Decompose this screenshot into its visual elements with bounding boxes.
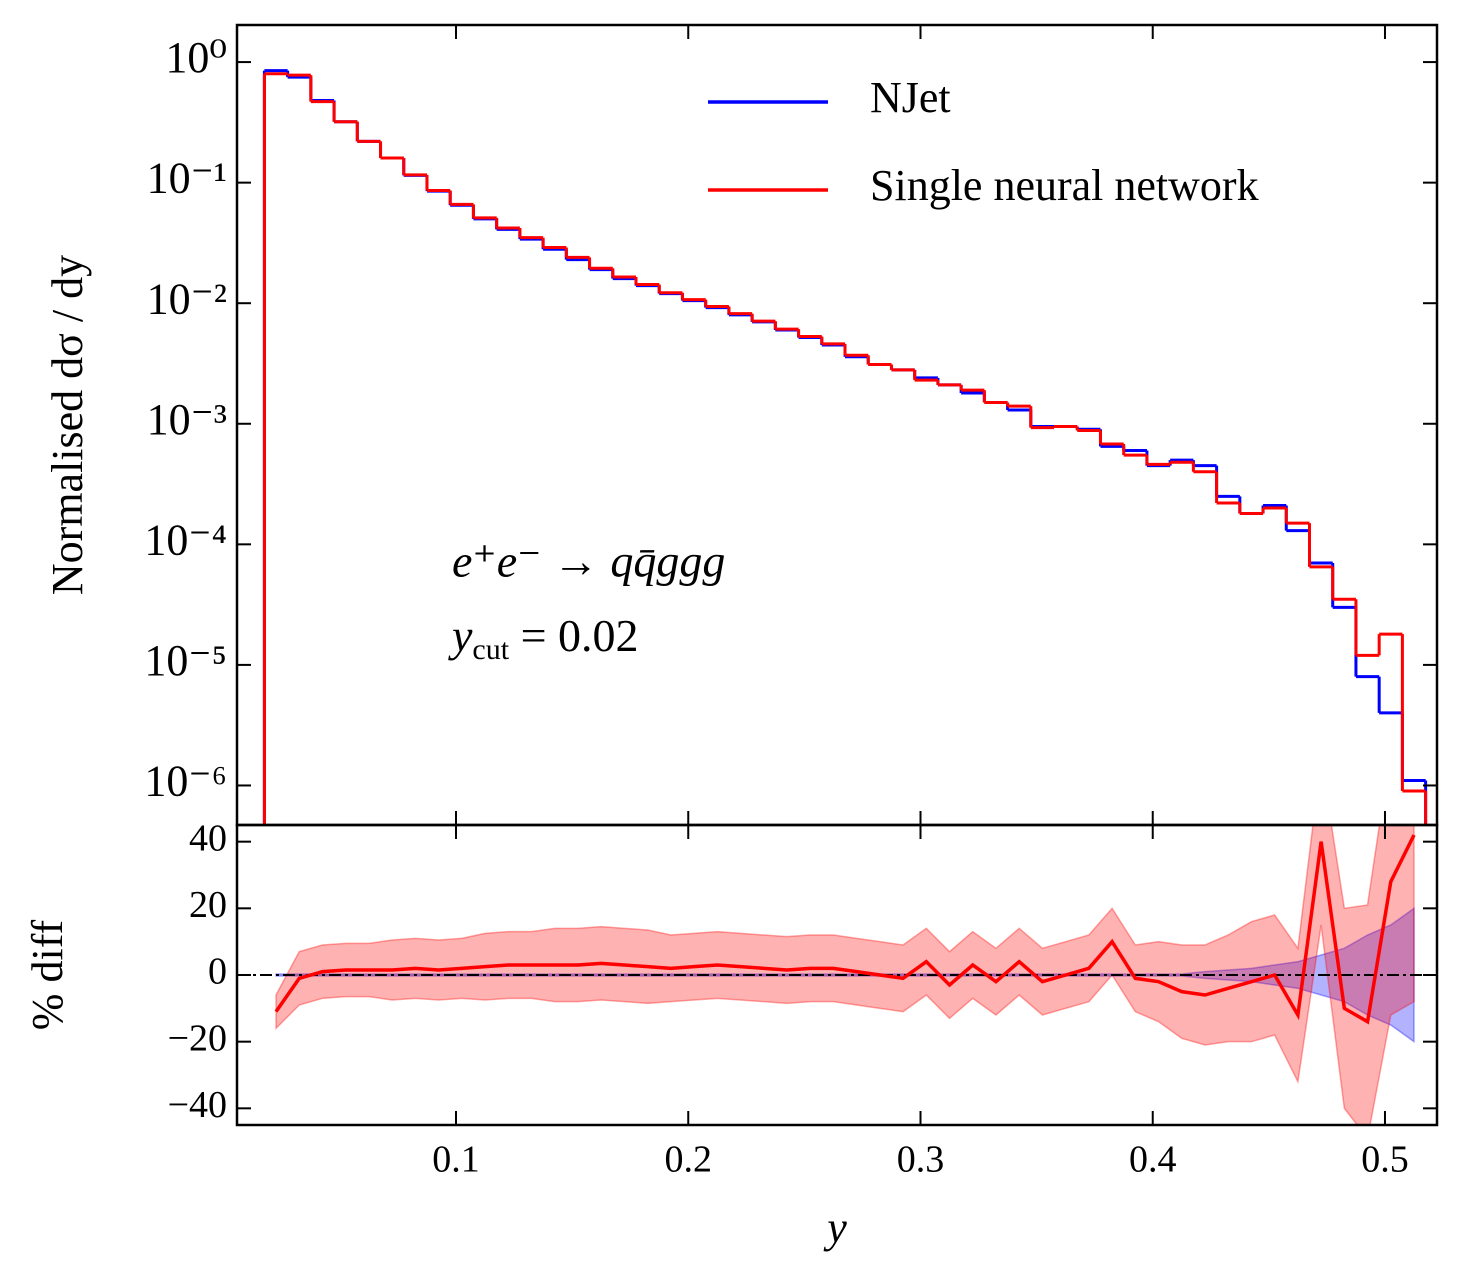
y-tick-label: −40 [168,1084,227,1126]
y-tick-label: 10⁻² [147,274,227,323]
x-tick-label: 0.3 [897,1139,945,1181]
plot-area [237,825,1437,1125]
step-risers [262,73,1428,825]
annotation: ycut = 0.02 [448,610,639,666]
y-tick-label: 10⁻³ [147,395,227,444]
y-tick-label: 0 [208,951,227,993]
x-tick-label: 0.5 [1361,1139,1409,1181]
plot-area [262,69,1428,825]
y-tick-label: 10⁻⁴ [144,515,227,564]
y-tick-label: 10⁻⁶ [144,757,227,806]
x-axis-label: y [823,1203,847,1252]
annotation: e⁺e⁻ → qq̄ggg [452,536,725,587]
y-tick-label: −20 [168,1017,227,1059]
axes-frame [235,23,1439,827]
y-axis-label: % diff [23,919,72,1030]
error-band [275,825,1415,1125]
x-tick-label: 0.1 [432,1139,480,1181]
y-tick-label: 10⁻¹ [147,154,227,203]
annotation-part: = 0.02 [509,610,638,661]
y-tick-label: 10⁻⁵ [144,636,227,685]
x-tick-label: 0.4 [1129,1139,1177,1181]
annotation-part: y [448,610,473,661]
y-tick-label: 10⁰ [165,33,227,82]
y-tick-label: 40 [189,817,227,859]
legend-label: Single neural network [870,161,1259,210]
axes-frame [235,823,1439,1127]
diff-line [274,834,1416,1025]
annotation-part: cut [472,633,509,666]
y-tick-label: 20 [189,884,227,926]
x-tick-label: 0.2 [664,1139,712,1181]
y-axis-label: Normalised dσ / dy [43,255,92,595]
legend-label: NJet [870,73,951,122]
